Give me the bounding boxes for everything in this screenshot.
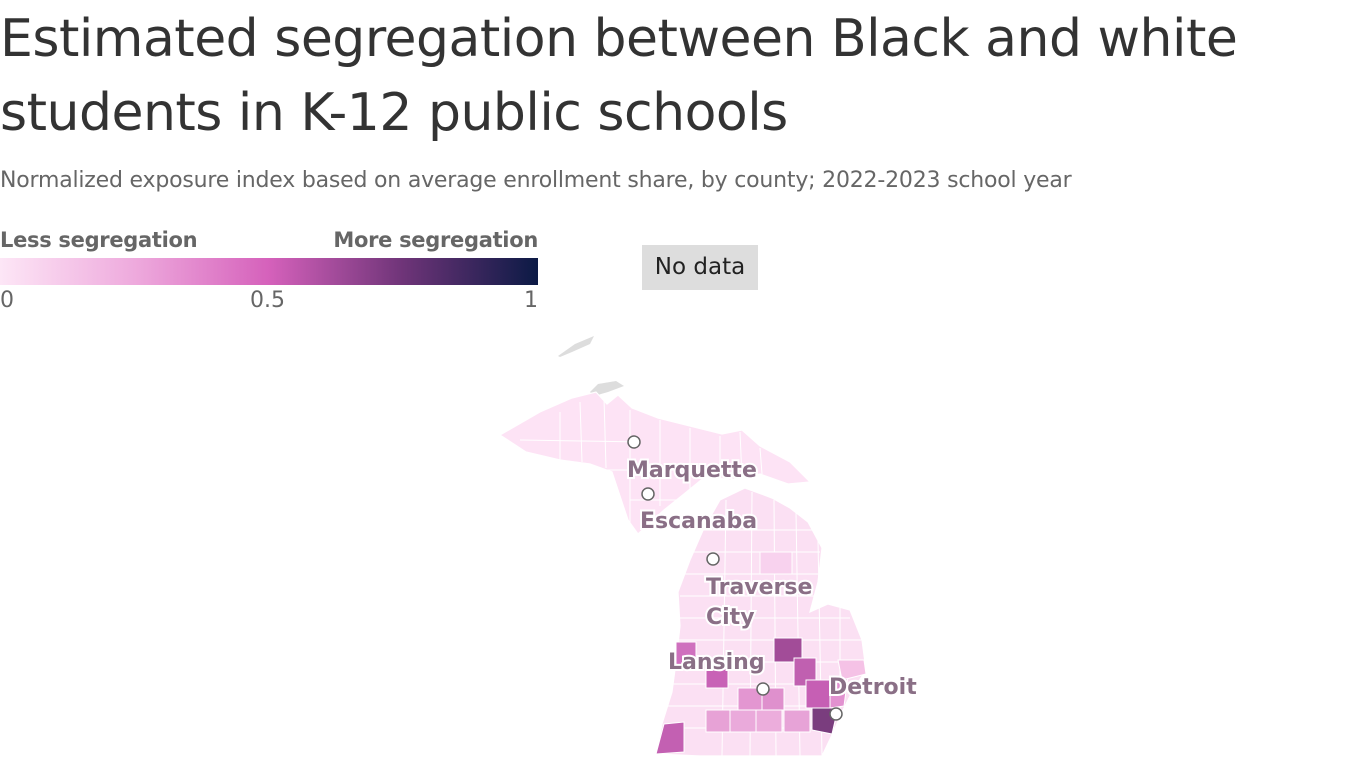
no-data-legend: No data	[642, 245, 758, 290]
legend-tick-min: 0	[0, 288, 14, 313]
city-marker-detroit	[829, 707, 843, 721]
county-area	[805, 679, 831, 709]
county-area	[755, 709, 783, 733]
city-label-detroit: Detroit	[829, 675, 917, 700]
county-area	[705, 663, 729, 689]
city-label-traverse-line1: Traverse	[706, 575, 812, 600]
chart-subtitle: Normalized exposure index based on avera…	[0, 168, 1072, 193]
county-area	[729, 709, 757, 733]
city-label-marquette: Marquette	[627, 458, 757, 483]
legend-high-label: More segregation	[333, 228, 538, 252]
city-marker-marquette	[627, 435, 641, 449]
legend-low-label: Less segregation	[0, 228, 198, 252]
city-label-traverse-line2: City	[706, 605, 755, 630]
legend-tick-max: 1	[524, 288, 538, 313]
city-markers	[627, 435, 843, 721]
island-shape	[590, 381, 624, 396]
city-label-escanaba: Escanaba	[640, 509, 757, 534]
county-area	[783, 709, 811, 733]
county-area	[705, 709, 731, 733]
county-area	[675, 641, 697, 667]
county-area	[759, 551, 793, 575]
color-legend: Less segregation More segregation 0 0.5 …	[0, 228, 538, 318]
shaded-counties	[655, 551, 867, 755]
chart-title: Estimated segregation between Black and …	[0, 9, 1238, 143]
city-marker-traverse-city	[706, 552, 720, 566]
legend-tick-mid: 0.5	[250, 288, 285, 313]
city-label-lansing: Lansing	[668, 650, 765, 675]
island-shape	[558, 336, 594, 357]
city-marker-escanaba	[641, 487, 655, 501]
county-area	[837, 659, 867, 681]
city-marker-lansing	[756, 682, 770, 696]
legend-gradient-bar	[0, 258, 538, 285]
county-area	[655, 721, 685, 755]
upper-peninsula	[498, 391, 812, 535]
